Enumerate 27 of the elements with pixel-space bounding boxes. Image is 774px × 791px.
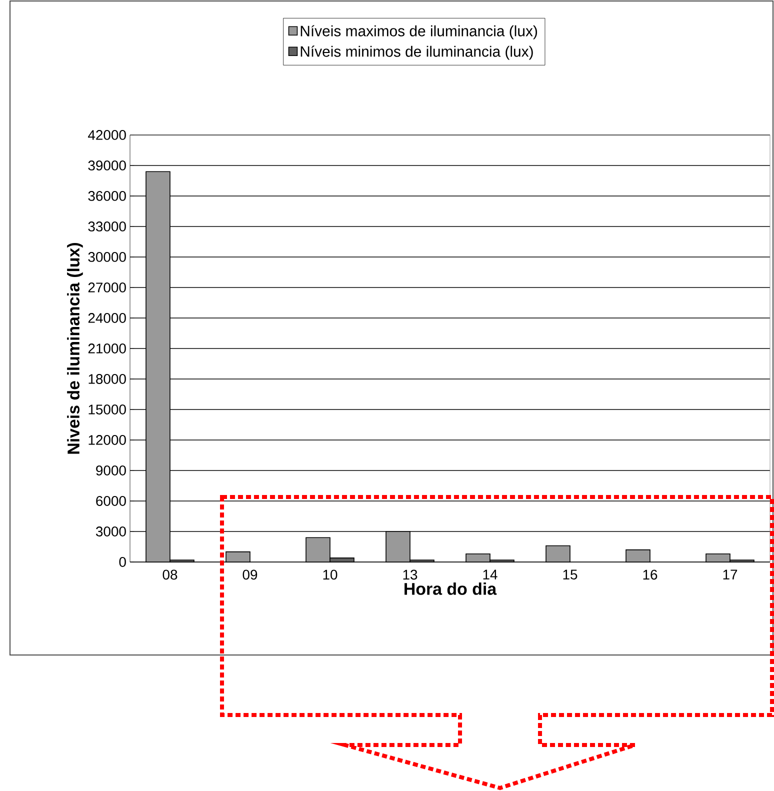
- x-tick-label: 16: [643, 570, 658, 580]
- y-tick-label: 39000: [88, 160, 126, 170]
- x-tick-label: 13: [403, 570, 418, 580]
- y-tick-label: 21000: [88, 344, 126, 354]
- legend-label: Níveis maximos de iluminancia (lux): [300, 25, 538, 40]
- y-tick-label: 9000: [96, 466, 126, 476]
- y-tick-label: 33000: [88, 222, 126, 232]
- y-axis-title: Niveis de iluminancia (lux): [67, 242, 83, 454]
- y-tick-label: 42000: [88, 130, 126, 140]
- y-tick-label: 0: [119, 557, 126, 567]
- y-tick-label: 27000: [88, 282, 126, 292]
- x-tick-label: 08: [162, 570, 178, 580]
- x-tick-label: 15: [563, 570, 578, 580]
- y-tick-label: 3000: [96, 526, 126, 536]
- x-tick-label: 10: [323, 570, 338, 580]
- y-tick-label: 24000: [88, 313, 126, 323]
- y-tick-label: 36000: [88, 191, 126, 201]
- y-tick-label: 30000: [88, 252, 126, 262]
- y-tick-label: 18000: [88, 374, 126, 384]
- y-tick-label: 15000: [88, 404, 126, 414]
- x-tick-label: 09: [242, 570, 258, 580]
- x-tick-label: 17: [723, 570, 738, 580]
- y-tick-label: 12000: [88, 435, 126, 445]
- x-tick-label: 14: [483, 570, 498, 580]
- legend-label: Níveis minimos de iluminancia (lux): [300, 46, 533, 60]
- y-tick-label: 6000: [96, 496, 126, 506]
- x-axis-title: Hora do dia: [404, 582, 497, 595]
